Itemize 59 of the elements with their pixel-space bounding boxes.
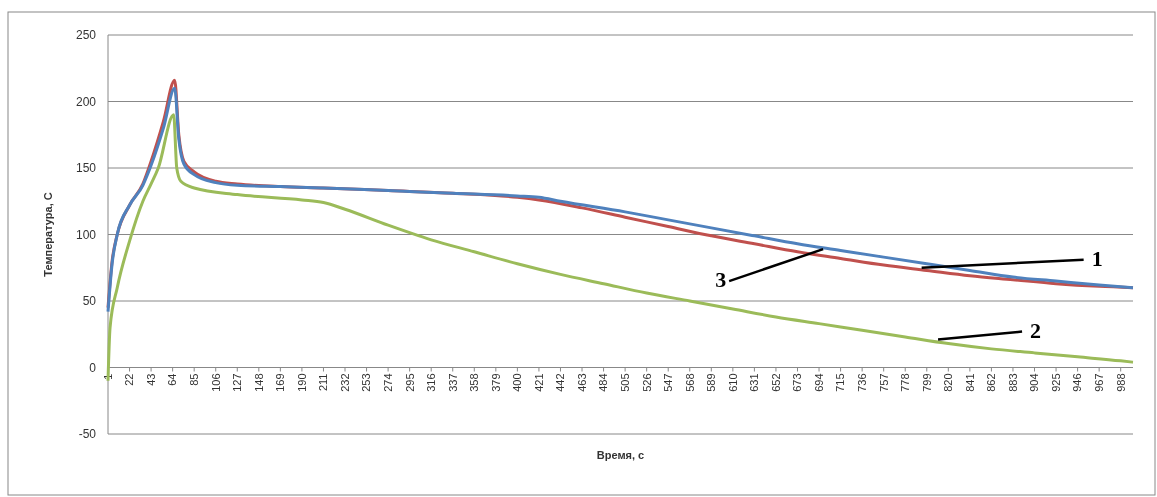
x-tick-label: 148 [252, 373, 265, 392]
x-tick-label: 274 [381, 373, 394, 392]
annotation: 1 [1091, 245, 1103, 271]
x-tick-label: 22 [123, 373, 136, 386]
x-tick-label: 463 [575, 373, 588, 392]
x-tick-label: 610 [726, 373, 739, 392]
y-tick-label: -50 [78, 427, 97, 442]
x-tick-label: 400 [511, 373, 524, 392]
x-tick-label: 64 [166, 373, 179, 386]
x-tick-label: 547 [662, 373, 675, 392]
y-tick-label: 50 [82, 294, 97, 309]
x-tick-label: 106 [209, 373, 222, 392]
x-tick-label: 841 [963, 373, 976, 392]
x-tick-label: 505 [618, 373, 631, 392]
y-tick-label: 200 [75, 94, 97, 109]
x-tick-label: 484 [597, 373, 610, 392]
annotation: 2 [1030, 317, 1042, 343]
annotation: 3 [715, 267, 727, 293]
x-axis-title: Время, с [596, 449, 645, 461]
x-tick-label: 169 [274, 373, 287, 392]
x-tick-label: 988 [1114, 373, 1127, 392]
x-tick-label: 736 [855, 373, 868, 392]
x-tick-label: 337 [446, 373, 459, 392]
x-tick-label: 673 [791, 373, 804, 392]
y-tick-label: 100 [75, 227, 97, 242]
x-tick-label: 862 [985, 373, 998, 392]
x-tick-label: 442 [554, 373, 567, 392]
y-tick-label: 0 [89, 360, 97, 375]
x-tick-label: 589 [705, 373, 718, 392]
x-tick-label: 85 [188, 373, 201, 386]
x-tick-label: 358 [468, 373, 481, 392]
x-tick-label: 778 [899, 373, 912, 392]
x-tick-label: 526 [640, 373, 653, 392]
x-tick-label: 946 [1071, 373, 1084, 392]
x-tick-label: 421 [532, 373, 545, 392]
x-tick-label: 820 [942, 373, 955, 392]
x-tick-label: 316 [425, 373, 438, 392]
x-tick-label: 925 [1049, 373, 1062, 392]
x-tick-label: 631 [748, 373, 761, 392]
x-tick-label: 799 [920, 373, 933, 392]
x-tick-label: 127 [231, 373, 244, 392]
y-tick-label: 250 [75, 28, 97, 43]
x-tick-label: 967 [1092, 373, 1105, 392]
x-tick-label: 211 [317, 373, 330, 392]
x-tick-label: 379 [489, 373, 502, 392]
x-tick-label: 694 [812, 373, 825, 392]
y-tick-label: 150 [75, 161, 97, 176]
x-tick-label: 883 [1006, 373, 1019, 392]
x-tick-label: 904 [1028, 373, 1041, 392]
x-tick-label: 253 [360, 373, 373, 392]
y-axis-title: Температура, С [42, 192, 54, 277]
x-tick-label: 652 [769, 373, 782, 392]
x-tick-label: 232 [338, 373, 351, 392]
x-tick-label: 568 [683, 373, 696, 392]
x-tick-label: 757 [877, 373, 890, 392]
x-tick-label: 43 [144, 373, 157, 386]
x-tick-label: 715 [834, 373, 847, 392]
x-tick-label: 295 [403, 373, 416, 392]
x-tick-label: 190 [295, 373, 308, 392]
